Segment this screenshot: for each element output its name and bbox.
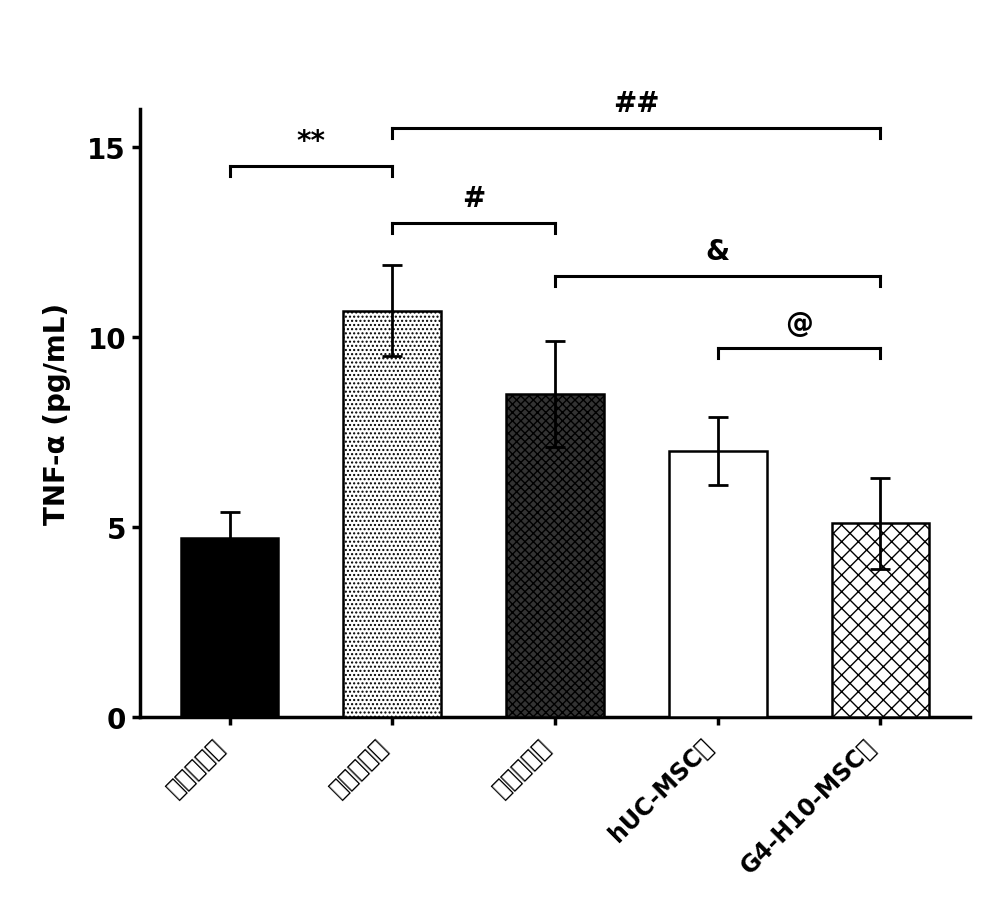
Bar <box>669 451 767 717</box>
Bar <box>506 394 604 717</box>
Bar <box>181 539 278 717</box>
Bar <box>832 524 929 717</box>
Y-axis label: TNF-α (pg/mL): TNF-α (pg/mL) <box>43 302 71 525</box>
Bar <box>343 312 441 717</box>
Text: ##: ## <box>613 90 660 118</box>
Text: #: # <box>462 185 485 212</box>
Text: **: ** <box>296 128 325 155</box>
Text: &: & <box>706 238 730 266</box>
Text: @: @ <box>785 310 813 338</box>
